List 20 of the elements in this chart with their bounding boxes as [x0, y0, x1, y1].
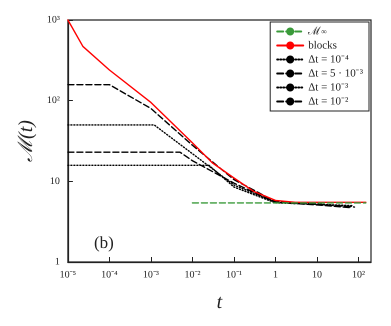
legend-label: Δt = 10⁻⁴	[308, 54, 350, 66]
x-axis-title: t	[216, 291, 223, 313]
x-tick-label: 10⁻⁴	[101, 270, 118, 280]
y-axis-title: ℳ(t)	[15, 120, 37, 162]
y-tick-label: 10³	[46, 14, 60, 26]
legend-label: Δt = 10⁻²	[308, 96, 350, 108]
y-tick-label: 1	[54, 256, 60, 268]
y-tick-label: 10	[50, 176, 60, 187]
x-tick-label: 10⁻³	[142, 270, 159, 280]
x-tick-label: 10	[312, 270, 322, 280]
x-tick-label: 10⁻⁵	[60, 270, 76, 280]
legend-label: Δt = 10⁻³	[308, 82, 350, 94]
legend-label: Δt = 5 · 10⁻³	[308, 68, 364, 80]
x-tick-label: 1	[272, 270, 278, 280]
x-tick-label: 10⁻¹	[226, 270, 242, 280]
y-tick-label: 10²	[46, 95, 60, 106]
x-tick-label: 10⁻²	[184, 270, 200, 280]
legend-label: blocks	[308, 40, 337, 52]
annotation: (b)	[94, 233, 114, 252]
x-tick-label: 10²	[352, 270, 366, 280]
